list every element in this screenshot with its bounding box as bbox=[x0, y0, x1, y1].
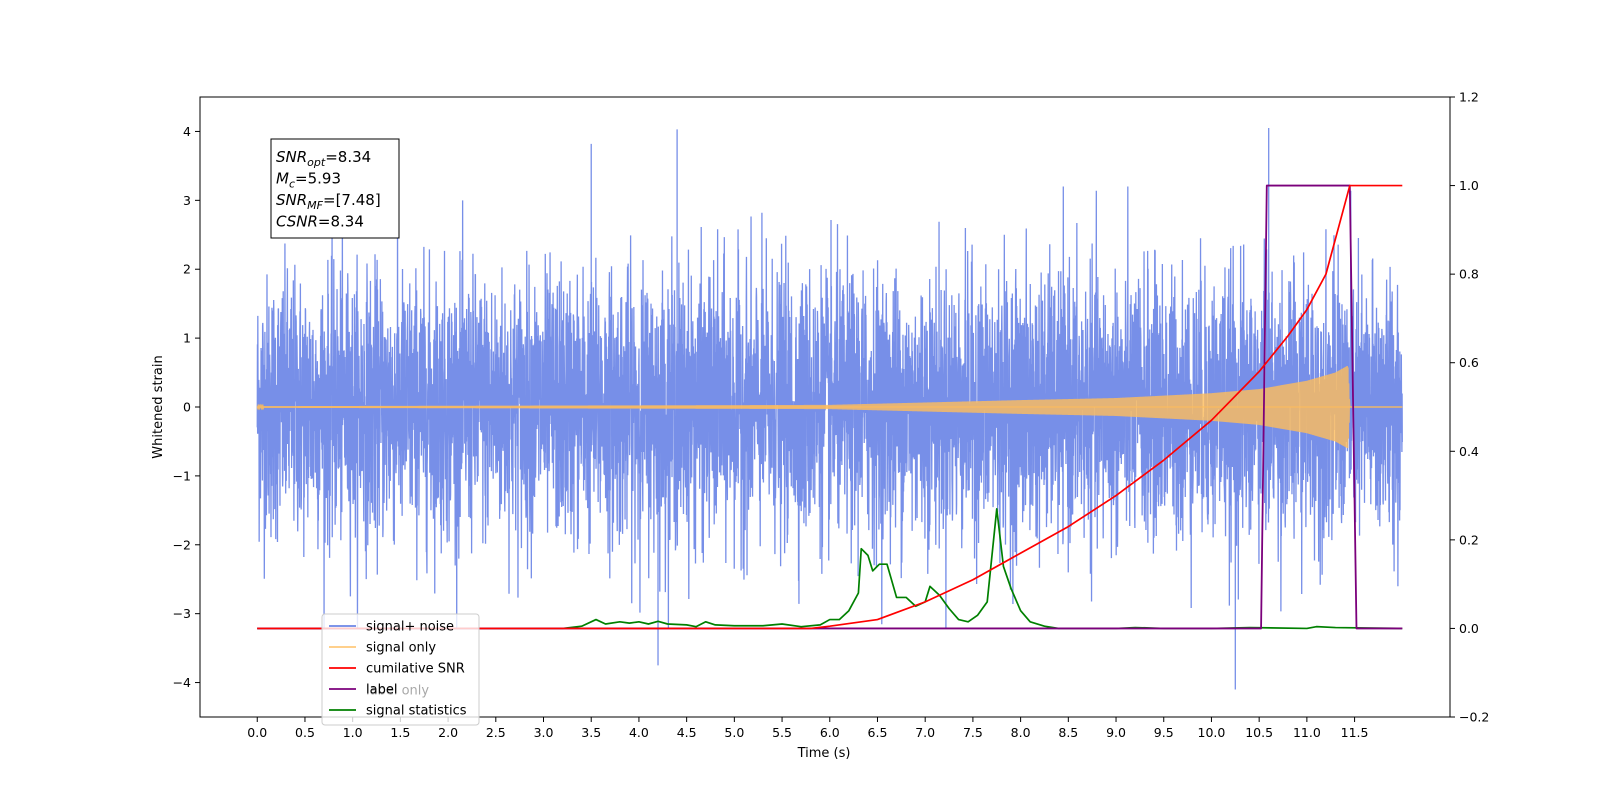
legend-label: signal+ noise bbox=[366, 620, 454, 635]
x-tick-label: 5.0 bbox=[724, 725, 744, 740]
annotation-line: CSNR=8.34 bbox=[276, 213, 364, 231]
annotation-subscript: c bbox=[289, 178, 295, 191]
x-tick-label: 4.0 bbox=[629, 725, 649, 740]
series-label bbox=[257, 184, 1403, 630]
legend: label only signal+ noise signal only cumila… bbox=[321, 613, 480, 726]
y-tick-label: 0 bbox=[183, 400, 191, 415]
x-axis: 0.0 0.5 1.0 1.5 2.0 2.5 3.0 3.5 4.0 4.5 5.0 5.5 6.0 6… bbox=[247, 717, 1369, 740]
x-tick-label: 6.0 bbox=[820, 725, 840, 740]
y2-tick-label: 0.4 bbox=[1459, 444, 1479, 459]
annotation-subscript: opt bbox=[307, 156, 326, 169]
y-tick-label: −4 bbox=[173, 675, 191, 690]
x-tick-label: 0.5 bbox=[295, 725, 315, 740]
y-axis-left: −4 −3 −2 −1 0 1 2 3 4 bbox=[173, 124, 200, 690]
x-tick-label: 9.5 bbox=[1154, 725, 1174, 740]
x-tick-label: 11.5 bbox=[1341, 725, 1369, 740]
x-tick-label: 10.0 bbox=[1198, 725, 1226, 740]
y2-tick-label: 0.2 bbox=[1459, 532, 1479, 547]
x-tick-label: 2.0 bbox=[438, 725, 458, 740]
annotation-symbol: CSNR bbox=[276, 213, 318, 231]
legend-label-behind: label only bbox=[366, 684, 429, 699]
x-tick-label: 10.5 bbox=[1245, 725, 1273, 740]
x-tick-label: 0.0 bbox=[247, 725, 267, 740]
x-tick-label: 6.5 bbox=[868, 725, 888, 740]
annotation-symbol: SNR bbox=[276, 148, 307, 166]
annotation-subscript: MF bbox=[307, 199, 323, 212]
x-tick-label: 8.5 bbox=[1058, 725, 1078, 740]
x-tick-label: 3.0 bbox=[534, 725, 554, 740]
y-axis-right: −0.2 0.0 0.2 0.4 0.6 0.8 1.0 1.2 bbox=[1450, 90, 1489, 725]
y2-tick-label: 1.2 bbox=[1459, 90, 1479, 105]
x-tick-label: 1.0 bbox=[343, 725, 363, 740]
annotation-line: SNRopt=8.34 bbox=[276, 148, 371, 169]
series-layer bbox=[256, 128, 1403, 690]
annotation-line: Mc=5.93 bbox=[276, 170, 341, 191]
y2-tick-label: −0.2 bbox=[1459, 710, 1489, 725]
y2-tick-label: 0.6 bbox=[1459, 355, 1479, 370]
legend-label: signal only bbox=[366, 641, 436, 656]
series-signal-only bbox=[256, 366, 1403, 449]
x-tick-label: 7.0 bbox=[915, 725, 935, 740]
annotation-symbol: M bbox=[276, 170, 289, 188]
legend-frame bbox=[321, 613, 480, 726]
series-cumulative-snr bbox=[257, 184, 1403, 630]
x-tick-label: 2.5 bbox=[486, 725, 506, 740]
y-axis-title: Whitened strain bbox=[151, 355, 166, 458]
x-tick-label: 4.5 bbox=[677, 725, 697, 740]
series-signal-noise bbox=[256, 128, 1403, 690]
annotation-symbol: SNR bbox=[276, 191, 307, 209]
x-tick-label: 3.5 bbox=[581, 725, 601, 740]
annotation-value: =8.34 bbox=[318, 213, 364, 231]
annotation-line: SNRMF=[7.48] bbox=[276, 191, 381, 212]
y2-tick-label: 0.8 bbox=[1459, 267, 1479, 282]
annotation-value: =8.34 bbox=[325, 148, 371, 166]
y2-tick-label: 0.0 bbox=[1459, 621, 1479, 636]
x-tick-label: 11.0 bbox=[1293, 725, 1321, 740]
annotation-frame bbox=[270, 138, 400, 239]
y-tick-label: 3 bbox=[183, 193, 191, 208]
x-tick-label: 9.0 bbox=[1106, 725, 1126, 740]
x-tick-label: 7.5 bbox=[963, 725, 983, 740]
x-axis-title: Time (s) bbox=[797, 746, 851, 761]
legend-label: cumilative SNR bbox=[366, 662, 465, 677]
y-tick-label: −2 bbox=[173, 537, 191, 552]
y2-tick-label: 1.0 bbox=[1459, 178, 1479, 193]
y-tick-label: 2 bbox=[183, 262, 191, 277]
x-tick-label: 8.0 bbox=[1011, 725, 1031, 740]
y-tick-label: 4 bbox=[183, 124, 191, 139]
x-tick-label: 1.5 bbox=[390, 725, 410, 740]
y-tick-label: 1 bbox=[183, 331, 191, 346]
y-tick-label: −1 bbox=[173, 468, 191, 483]
annotation-value: =[7.48] bbox=[323, 191, 381, 209]
annotation-value: =5.93 bbox=[295, 170, 341, 188]
legend-label: label bbox=[366, 683, 397, 698]
legend-label: signal statistics bbox=[366, 704, 467, 719]
x-tick-label: 5.5 bbox=[772, 725, 792, 740]
y-tick-label: −3 bbox=[173, 606, 191, 621]
